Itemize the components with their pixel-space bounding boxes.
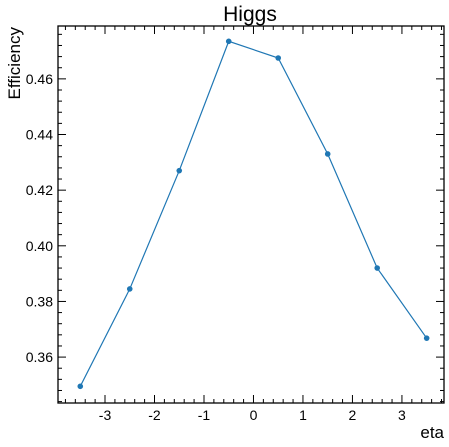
y-axis-label: Efficiency <box>5 27 24 100</box>
x-tick-label: -3 <box>99 407 112 423</box>
data-point <box>374 265 380 271</box>
x-tick-label: 0 <box>250 407 258 423</box>
data-point <box>324 151 331 157</box>
data-point <box>423 335 430 341</box>
ticks-layer <box>58 26 444 403</box>
y-tick-label: 0.44 <box>26 127 53 143</box>
tick-labels-layer: -3 -2 -1 0 1 2 3 0.36 0.38 0.40 0.42 0.44 0.46 <box>26 71 406 423</box>
data-point <box>275 55 282 61</box>
x-axis-label: eta <box>420 423 444 442</box>
data-point <box>77 383 84 390</box>
y-tick-label: 0.38 <box>26 293 53 309</box>
x-tick-label: -1 <box>198 407 211 423</box>
data-point <box>225 38 232 45</box>
plot-frame <box>57 25 445 404</box>
x-tick-label: -2 <box>148 407 161 423</box>
data-point <box>176 167 183 174</box>
y-tick-label: 0.42 <box>26 182 53 198</box>
chart-title: Higgs <box>223 3 277 26</box>
x-tick-label: 1 <box>299 407 307 423</box>
y-tick-label: 0.46 <box>26 71 53 87</box>
y-tick-label: 0.40 <box>26 238 53 254</box>
data-point <box>126 286 133 292</box>
series-layer <box>77 38 430 390</box>
x-tick-label: 3 <box>398 407 406 423</box>
y-tick-label: 0.36 <box>26 349 53 365</box>
x-tick-label: 2 <box>349 407 357 423</box>
series-line <box>79 40 428 387</box>
